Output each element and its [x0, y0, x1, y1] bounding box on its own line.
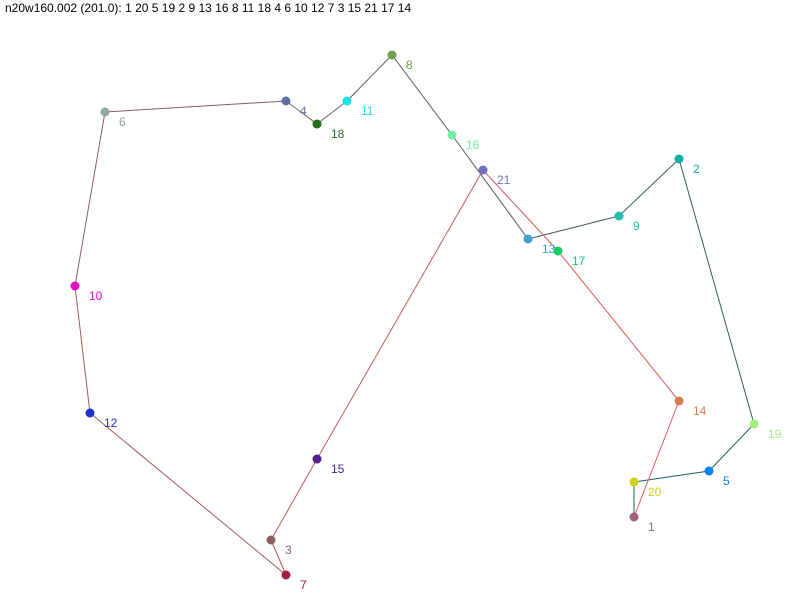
node-4 — [281, 96, 291, 106]
node-label: 21 — [497, 173, 511, 187]
node-5 — [704, 466, 714, 476]
node-17 — [553, 246, 563, 256]
node-10 — [70, 281, 80, 291]
tour-edge-13-16 — [451, 134, 529, 240]
node-label: 16 — [466, 138, 480, 152]
tour-edge-11-18 — [316, 100, 348, 125]
node-6 — [100, 107, 110, 117]
node-15 — [312, 454, 322, 464]
node-14 — [674, 396, 684, 406]
node-label: 8 — [406, 58, 413, 72]
node-16 — [447, 130, 457, 140]
tour-edge-15-21 — [316, 169, 484, 460]
tour-edge-3-15 — [270, 458, 318, 541]
tour-edge-14-1 — [633, 400, 680, 518]
node-label: 10 — [89, 289, 103, 303]
tour-edge-6-10 — [74, 111, 106, 287]
tour-edge-20-5 — [633, 470, 710, 483]
tour-edge-21-17 — [482, 169, 559, 252]
node-9 — [614, 211, 624, 221]
node-label: 1 — [648, 520, 655, 534]
tour-edge-5-19 — [708, 423, 755, 472]
tour-edge-10-12 — [74, 285, 91, 414]
tour-edge-12-7 — [89, 412, 287, 576]
node-label: 17 — [572, 254, 586, 268]
node-2 — [674, 154, 684, 164]
node-label: 9 — [633, 219, 640, 233]
node-21 — [478, 165, 488, 175]
node-label: 4 — [300, 104, 307, 118]
tour-title: n20w160.002 (201.0): 1 20 5 19 2 9 13 16… — [5, 1, 412, 15]
node-3 — [266, 535, 276, 545]
tour-edge-16-8 — [391, 54, 453, 136]
node-8 — [387, 50, 397, 60]
node-label: 19 — [768, 427, 782, 441]
node-label: 2 — [693, 162, 700, 176]
node-18 — [312, 119, 322, 129]
node-label: 3 — [285, 543, 292, 557]
node-label: 13 — [542, 242, 556, 256]
tour-edge-9-13 — [527, 215, 620, 240]
node-label: 15 — [331, 462, 345, 476]
tour-edge-4-6 — [104, 100, 287, 113]
node-1 — [629, 512, 639, 522]
tour-edge-7-3 — [270, 539, 287, 576]
node-13 — [523, 234, 533, 244]
node-12 — [85, 408, 95, 418]
node-label: 12 — [104, 416, 118, 430]
tour-edge-2-9 — [618, 158, 680, 217]
tour-edge-18-4 — [285, 100, 318, 125]
node-19 — [749, 419, 759, 429]
tour-edge-19-2 — [678, 158, 755, 425]
node-label: 5 — [723, 474, 730, 488]
node-20 — [629, 477, 639, 487]
node-11 — [342, 96, 352, 106]
node-label: 7 — [300, 578, 307, 592]
node-label: 20 — [648, 485, 662, 499]
tour-edge-17-14 — [557, 250, 680, 402]
node-label: 18 — [331, 127, 345, 141]
node-label: 11 — [361, 104, 374, 118]
node-label: 14 — [693, 404, 707, 418]
node-7 — [281, 570, 291, 580]
tour-edge-8-11 — [346, 54, 393, 102]
node-label: 6 — [119, 115, 126, 129]
